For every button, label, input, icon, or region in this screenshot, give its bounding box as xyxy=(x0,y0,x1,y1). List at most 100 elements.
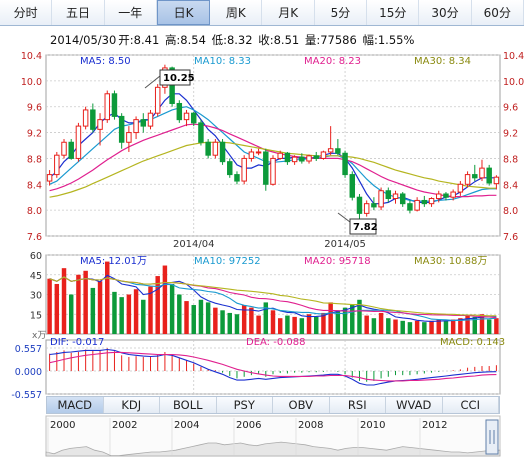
vol-ma-line-5 xyxy=(49,274,497,322)
price-axis-label-left: 8.8 xyxy=(27,154,42,165)
volume-bar xyxy=(407,322,413,334)
candle-body xyxy=(313,155,319,159)
candle xyxy=(313,151,319,162)
indicator-tab-boll[interactable]: BOLL xyxy=(160,397,217,413)
min-price-callout: 7.82 xyxy=(337,212,378,235)
candle xyxy=(219,139,226,165)
tab-7[interactable]: 15分 xyxy=(367,0,420,25)
tab-9[interactable]: 60分 xyxy=(471,0,524,25)
candle-body xyxy=(479,167,485,179)
price-axis-label-left: 7.6 xyxy=(27,232,42,243)
candle xyxy=(205,139,211,159)
volume-bar xyxy=(234,314,240,334)
quote-info-line: 2014/05/30 开:8.41 高:8.54 低:8.32 收:8.51 量:… xyxy=(50,32,416,48)
volume-bar xyxy=(486,319,492,334)
candle xyxy=(428,197,435,207)
price-axis-label-right: 9.2 xyxy=(503,129,518,140)
volume-bar xyxy=(68,294,74,334)
indicator-tab-wvad[interactable]: WVAD xyxy=(386,397,443,413)
candle-body xyxy=(212,141,219,156)
tab-2[interactable]: 一年 xyxy=(104,0,157,25)
candle xyxy=(212,139,219,159)
volume-bar xyxy=(227,312,232,334)
volume-bar xyxy=(256,315,261,334)
price-axis-label-right: 7.6 xyxy=(503,232,518,243)
candle-body xyxy=(457,183,464,193)
macd-axis-label: 0.000 xyxy=(15,367,42,378)
price-ma20-label: MA20: 8.23 xyxy=(304,56,361,67)
candle-body xyxy=(111,93,118,117)
volume-bar xyxy=(357,299,362,334)
macd-dif-label: DIF: -0.017 xyxy=(50,337,104,348)
tab-8[interactable]: 30分 xyxy=(419,0,472,25)
timeline-scroll-handle[interactable] xyxy=(485,419,499,455)
candle xyxy=(198,119,204,146)
timeline-year-label: 2006 xyxy=(236,420,261,431)
candle-body xyxy=(227,161,233,176)
indicator-tab-rsi[interactable]: RSI xyxy=(330,397,386,413)
volume-bar xyxy=(479,314,485,334)
candle-body xyxy=(147,112,154,127)
max-price-callout: 10.25 xyxy=(144,69,195,89)
candlesticks xyxy=(46,64,500,222)
axis-labels: 10.4 10.4 10.0 10.0 9.6 9.6 9.2 9.2 8.8 8.8 8.4 8.4… xyxy=(11,51,524,401)
candle-body xyxy=(169,67,175,104)
tab-4[interactable]: 周K xyxy=(210,0,263,25)
tab-0[interactable]: 分时 xyxy=(0,0,53,25)
price-axis-label-right: 8.4 xyxy=(503,180,518,191)
candle-body xyxy=(82,109,89,127)
panel-frame-0 xyxy=(45,54,501,237)
tab-3[interactable]: 日K xyxy=(156,0,211,25)
candle-body xyxy=(421,199,428,205)
macd-dea-label: DEA: -0.088 xyxy=(246,337,305,348)
candle-body xyxy=(342,152,348,176)
candle xyxy=(104,90,110,123)
volume-bar xyxy=(277,318,283,334)
volume-bar xyxy=(422,322,427,334)
vol-axis-label: 30 xyxy=(30,291,42,302)
indicator-tabs: MACD KDJ BOLL PSY OBV RSI WVAD CCI xyxy=(46,396,500,414)
candle-body xyxy=(154,86,161,114)
candle-body xyxy=(356,196,363,214)
tab-1[interactable]: 五日 xyxy=(52,0,105,25)
min-price-label: 7.82 xyxy=(353,222,378,233)
volume-bar xyxy=(335,310,341,334)
info-low: 低:8.32 xyxy=(211,33,253,47)
candle-body xyxy=(371,203,377,208)
candle xyxy=(356,193,363,222)
indicator-tab-kdj[interactable]: KDJ xyxy=(104,397,160,413)
tab-6[interactable]: 5分 xyxy=(314,0,368,25)
volume-bar xyxy=(465,315,470,334)
volume-bar xyxy=(306,314,312,334)
candle xyxy=(176,100,183,123)
indicator-tab-psy[interactable]: PSY xyxy=(217,397,273,413)
candle xyxy=(291,155,298,165)
volume-bar xyxy=(458,318,463,334)
indicator-tab-obv[interactable]: OBV xyxy=(273,397,330,413)
price-axis-label-left: 10.4 xyxy=(21,51,42,62)
volume-bar xyxy=(198,299,204,334)
timeline-navigator[interactable]: 2000 2002 2004 2006 2008 2010 2012 xyxy=(45,415,501,457)
candle-body xyxy=(234,174,240,182)
candle xyxy=(472,164,478,182)
candle-body xyxy=(219,141,226,163)
dea-line xyxy=(49,351,497,382)
candle-body xyxy=(54,154,60,176)
candle-body xyxy=(61,141,67,156)
timeline-year-label: 2000 xyxy=(50,420,75,431)
candle xyxy=(234,171,240,185)
candle xyxy=(414,197,420,212)
price-axis-label-right: 8.8 xyxy=(503,154,518,165)
indicator-tab-macd[interactable]: MACD xyxy=(47,397,104,413)
candle xyxy=(147,109,154,130)
info-close: 收:8.51 xyxy=(258,33,300,47)
volume-bar xyxy=(119,297,124,334)
candle-body xyxy=(306,155,312,162)
price-axis-label-left: 10.0 xyxy=(21,77,42,88)
candle xyxy=(479,159,485,182)
indicator-tab-cci[interactable]: CCI xyxy=(443,397,499,413)
candle-body xyxy=(299,156,305,162)
volume-bar xyxy=(321,312,326,334)
tab-5[interactable]: 月K xyxy=(262,0,315,25)
candle xyxy=(190,111,197,127)
